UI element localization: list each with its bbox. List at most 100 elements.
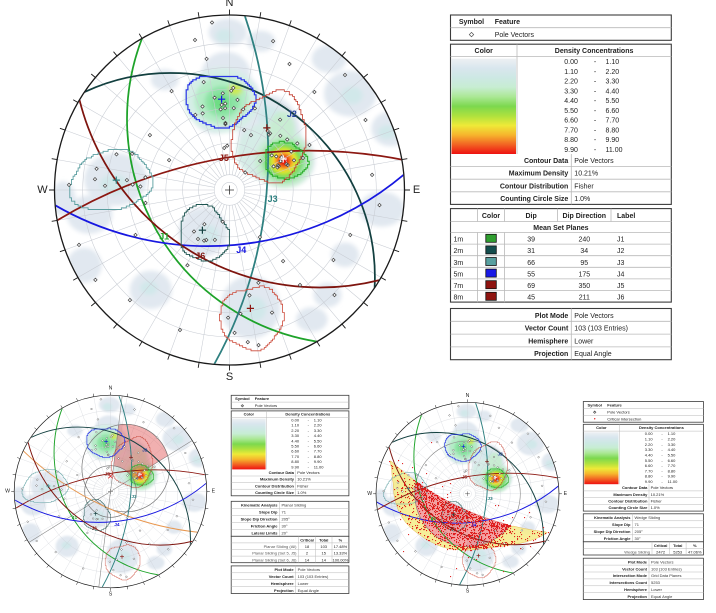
svg-text:9.90: 9.90	[606, 137, 620, 144]
svg-text:Plot Mode: Plot Mode	[628, 559, 648, 564]
svg-text:39: 39	[527, 237, 535, 244]
svg-text:-: -	[594, 147, 597, 154]
svg-text:1.10: 1.10	[291, 423, 300, 428]
svg-text:Total: Total	[319, 538, 328, 543]
svg-text:0.00: 0.00	[291, 418, 300, 423]
svg-text:Label: Label	[617, 213, 635, 220]
svg-text:-: -	[661, 447, 663, 452]
svg-text:Vector Count: Vector Count	[269, 574, 295, 579]
svg-text:Wedge Sliding: Wedge Sliding	[624, 550, 650, 555]
svg-text:15: 15	[321, 551, 326, 556]
svg-text:-: -	[594, 89, 597, 96]
svg-text:Kinematic Analysis: Kinematic Analysis	[241, 503, 278, 508]
svg-text:17.48%: 17.48%	[334, 544, 348, 549]
svg-text:103 (103 Entries): 103 (103 Entries)	[651, 566, 682, 571]
svg-text:Pole Vectors: Pole Vectors	[297, 470, 319, 475]
svg-text:Pole Vectors: Pole Vectors	[651, 559, 673, 564]
svg-text:8.80: 8.80	[668, 468, 677, 473]
svg-text:7.70: 7.70	[645, 468, 654, 473]
svg-text:7.70: 7.70	[606, 118, 620, 125]
svg-text:100.00%: 100.00%	[333, 557, 349, 562]
svg-text:7.70: 7.70	[291, 454, 300, 459]
svg-text:2: 2	[306, 551, 309, 556]
svg-text:6.60: 6.60	[564, 118, 578, 125]
svg-text:1.10: 1.10	[668, 431, 677, 436]
svg-text:5.50: 5.50	[314, 438, 323, 443]
svg-text:11.00: 11.00	[668, 479, 678, 484]
svg-text:J3: J3	[131, 494, 137, 500]
svg-text:J5: J5	[219, 153, 229, 163]
svg-text:E: E	[413, 184, 420, 196]
svg-text:20°: 20°	[282, 531, 288, 536]
svg-text:-: -	[594, 108, 597, 115]
svg-text:Critical Intersection: Critical Intersection	[607, 416, 641, 421]
svg-text:47.06%: 47.06%	[688, 550, 702, 555]
svg-text:5.50: 5.50	[606, 98, 620, 105]
svg-text:Mean Set Planes: Mean Set Planes	[533, 225, 588, 232]
svg-text:5.50: 5.50	[564, 108, 578, 115]
svg-text:J6: J6	[450, 526, 456, 532]
svg-text:Pole Vectors: Pole Vectors	[255, 403, 277, 408]
svg-text:Pole Vectors: Pole Vectors	[574, 313, 614, 320]
svg-text:7.70: 7.70	[564, 127, 578, 134]
svg-text:J1: J1	[159, 232, 169, 242]
svg-text:7m: 7m	[454, 283, 464, 290]
svg-text:55: 55	[527, 271, 535, 278]
svg-text:1.10: 1.10	[564, 69, 578, 76]
svg-text:4.40: 4.40	[668, 447, 677, 452]
svg-text:Plot Mode: Plot Mode	[535, 313, 569, 320]
svg-text:0.00: 0.00	[564, 59, 578, 66]
svg-text:Friction Angle: Friction Angle	[251, 524, 279, 529]
svg-text:J2: J2	[142, 447, 148, 453]
svg-text:Counting Circle Size: Counting Circle Size	[500, 196, 568, 203]
svg-text:95: 95	[580, 260, 588, 267]
svg-text:103: 103	[320, 544, 327, 549]
svg-text:13.33%: 13.33%	[334, 551, 348, 556]
svg-text:Counting Circle Size: Counting Circle Size	[255, 490, 295, 495]
svg-text:66: 66	[527, 260, 535, 267]
svg-text:Lower: Lower	[574, 338, 594, 345]
svg-text:30°: 30°	[635, 536, 641, 541]
svg-text:J4: J4	[114, 522, 120, 528]
svg-text:Intersection Mode: Intersection Mode	[613, 573, 648, 578]
svg-text:Critical: Critical	[300, 538, 314, 543]
svg-text:N: N	[226, 0, 234, 9]
svg-text:14: 14	[321, 557, 326, 562]
svg-text:30°: 30°	[282, 524, 288, 529]
svg-text:7.70: 7.70	[314, 449, 323, 454]
svg-text:9.90: 9.90	[645, 479, 654, 484]
svg-text:-: -	[661, 458, 663, 463]
svg-text:2.20: 2.20	[291, 428, 300, 433]
svg-text:6.60: 6.60	[645, 463, 654, 468]
svg-text:J5: J5	[105, 472, 111, 478]
svg-text:J6: J6	[92, 526, 98, 532]
svg-text:Plot Mode: Plot Mode	[274, 567, 294, 572]
svg-text:Feature: Feature	[255, 396, 270, 401]
svg-text:1.10: 1.10	[314, 418, 323, 423]
svg-text:2.20: 2.20	[314, 423, 323, 428]
svg-text:31: 31	[527, 248, 535, 255]
svg-text:Color: Color	[596, 425, 607, 430]
svg-text:Maximum Density: Maximum Density	[260, 477, 295, 482]
svg-text:3m: 3m	[454, 260, 464, 267]
svg-text:71: 71	[635, 522, 640, 527]
svg-text:2.20: 2.20	[606, 69, 620, 76]
svg-text:Equal Angle: Equal Angle	[298, 588, 320, 593]
svg-text:S: S	[109, 591, 113, 597]
svg-text:205°: 205°	[635, 529, 644, 534]
svg-text:-: -	[661, 437, 663, 442]
svg-text:1.10: 1.10	[606, 59, 620, 66]
svg-text:8.80: 8.80	[606, 127, 620, 134]
svg-text:3.30: 3.30	[606, 79, 620, 86]
svg-text:Hemisphere: Hemisphere	[271, 581, 295, 586]
svg-text:Contour Distribution: Contour Distribution	[500, 183, 568, 190]
svg-text:45: 45	[527, 295, 535, 302]
svg-text:J1: J1	[431, 516, 437, 522]
svg-text:3.30: 3.30	[645, 447, 654, 452]
svg-text:Maximum Density: Maximum Density	[509, 171, 569, 178]
svg-text:Pole Vectors: Pole Vectors	[651, 485, 673, 490]
svg-text:2m: 2m	[454, 248, 464, 255]
svg-text:1.10: 1.10	[645, 437, 654, 442]
svg-text:103 (103 Entries): 103 (103 Entries)	[574, 326, 628, 333]
svg-text:Intersections Count: Intersections Count	[609, 580, 647, 585]
